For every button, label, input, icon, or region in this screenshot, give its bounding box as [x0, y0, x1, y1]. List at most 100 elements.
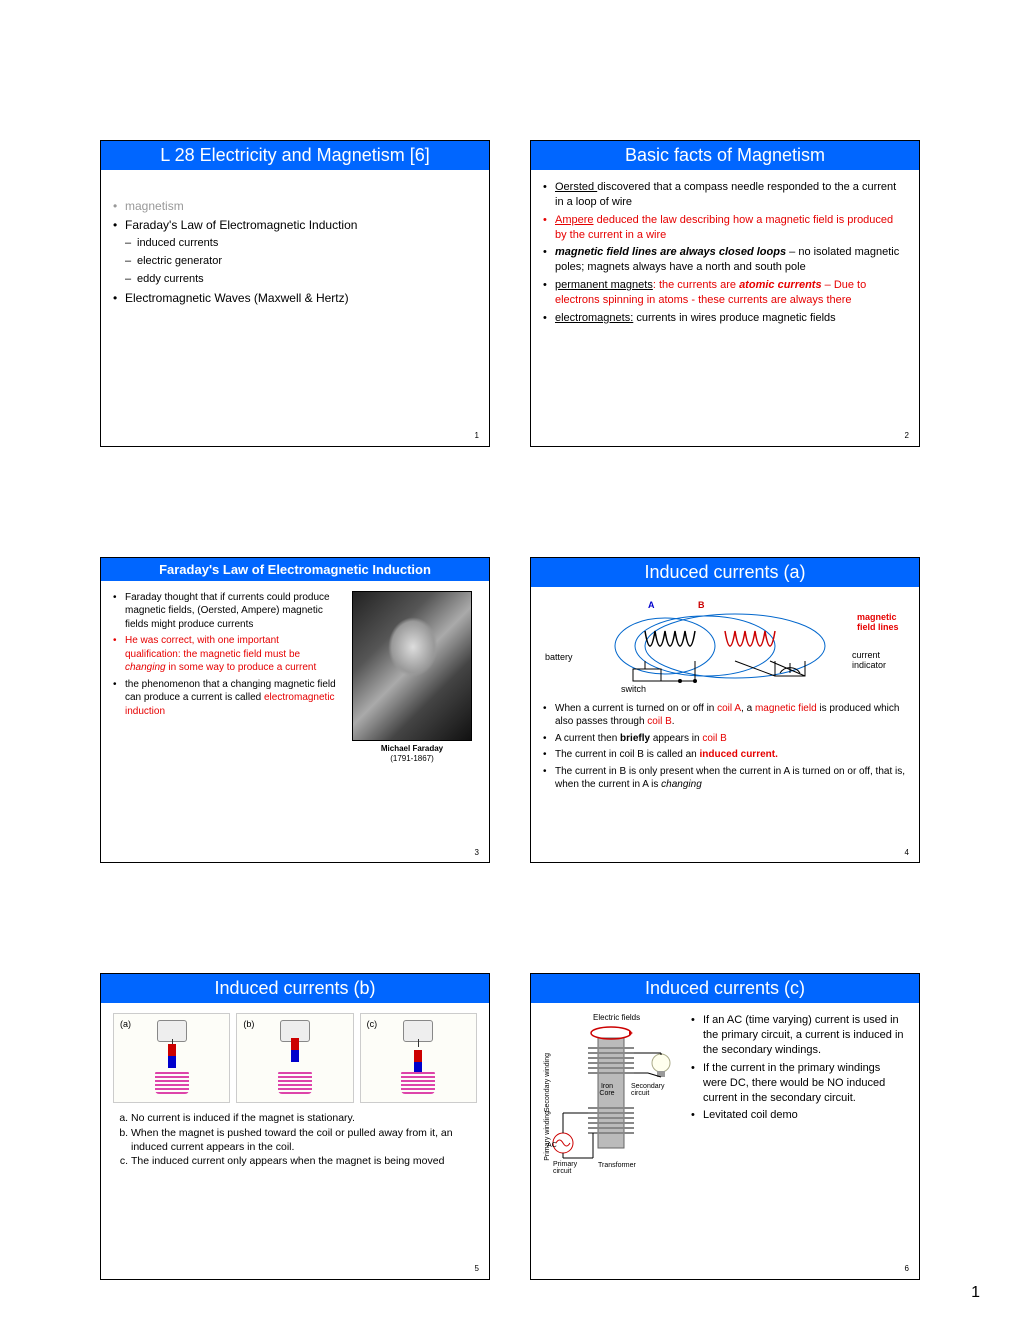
slide-number: 6	[905, 1264, 909, 1275]
panel-label: (c)	[367, 1018, 378, 1030]
label-bat: battery	[545, 651, 573, 663]
caption: Michael Faraday	[347, 744, 477, 755]
t: coil B	[702, 733, 726, 744]
slide-content: Electric fields Secondary winding Primar…	[531, 1003, 919, 1279]
magnet-icon	[291, 1038, 299, 1062]
t: permanent magnets	[555, 279, 653, 291]
coil-icon	[401, 1070, 435, 1094]
t: discovered that a compass needle respond…	[555, 181, 896, 208]
bullet: A current then briefly appears in coil B	[543, 732, 907, 746]
bullet: Electromagnetic Waves (Maxwell & Hertz)	[113, 290, 477, 306]
t: appears in	[650, 733, 702, 744]
t: , a	[741, 703, 755, 714]
label: Electric fields	[593, 1013, 640, 1024]
label-ind: current indicator	[852, 651, 897, 671]
transformer-figure: Electric fields Secondary winding Primar…	[543, 1013, 683, 1173]
slide-content: magnetism Faraday's Law of Electromagnet…	[101, 170, 489, 446]
slide-1: L 28 Electricity and Magnetism [6] magne…	[100, 140, 490, 447]
t: electromagnets:	[555, 312, 633, 324]
panel-c: (c)	[360, 1013, 477, 1103]
coil-icon	[155, 1070, 189, 1094]
page-number: 1	[971, 1284, 980, 1302]
bullet: Oersted discovered that a compass needle…	[543, 180, 907, 210]
slide-5: Induced currents (b) (a) (b) (c)	[100, 973, 490, 1280]
diagram-svg	[595, 601, 855, 691]
sub-bullet: induced currents	[125, 236, 477, 251]
t: induced current.	[700, 749, 778, 760]
bullet: the phenomenon that a changing magnetic …	[113, 678, 337, 719]
slide-4: Induced currents (a)	[530, 557, 920, 864]
label-mag: magnetic field lines	[857, 613, 907, 633]
slide-number: 1	[475, 431, 479, 442]
panel-label: (b)	[243, 1018, 254, 1030]
sub-bullet: eddy currents	[125, 272, 477, 287]
t: in some way to produce a current	[166, 662, 317, 673]
slide-grid: L 28 Electricity and Magnetism [6] magne…	[100, 140, 920, 1280]
label-a: A	[648, 599, 655, 611]
slide-title: Induced currents (c)	[531, 974, 919, 1003]
slide-content: (a) (b) (c) No	[101, 1003, 489, 1279]
t: atomic currents	[739, 279, 822, 291]
label-sw: switch	[621, 683, 646, 695]
t: changing	[661, 779, 702, 790]
t: Oersted	[555, 181, 597, 193]
slide-number: 4	[905, 848, 909, 859]
bullet: Faraday's Law of Electromagnetic Inducti…	[113, 217, 477, 287]
t: A current then	[555, 733, 620, 744]
slide-title: Induced currents (b)	[101, 974, 489, 1003]
t: deduced the law describing how a magneti…	[555, 214, 893, 241]
list-item: The induced current only appears when th…	[131, 1154, 477, 1168]
coil-icon	[278, 1070, 312, 1094]
t: coil A	[717, 703, 741, 714]
slide-title: L 28 Electricity and Magnetism [6]	[101, 141, 489, 170]
meter-icon	[157, 1020, 187, 1042]
t: The current in coil B is called an	[555, 749, 700, 760]
list-item: No current is induced if the magnet is s…	[131, 1111, 477, 1125]
slide-title: Basic facts of Magnetism	[531, 141, 919, 170]
bullet: Ampere deduced the law describing how a …	[543, 213, 907, 243]
slide-content: A B magnetic field lines battery switch …	[531, 587, 919, 863]
label: Secondary circuit	[631, 1083, 679, 1097]
label: Secondary winding	[543, 1053, 552, 1112]
t: magnetic field	[755, 703, 817, 714]
portrait-image	[352, 591, 472, 741]
t: When a current is turned on or off in	[555, 703, 717, 714]
bullet: Faraday thought that if currents could p…	[113, 591, 337, 632]
t: : the currents are	[653, 279, 739, 291]
t: briefly	[620, 733, 650, 744]
t: changing	[125, 662, 166, 673]
slide-number: 2	[905, 431, 909, 442]
bullet: If an AC (time varying) current is used …	[691, 1013, 907, 1058]
panel-label: (a)	[120, 1018, 131, 1030]
slide-content: Oersted discovered that a compass needle…	[531, 170, 919, 446]
label: Primary circuit	[553, 1161, 588, 1175]
bullet: magnetism	[113, 198, 477, 214]
bullet: magnetic field lines are always closed l…	[543, 245, 907, 275]
t: He was correct, with one important quali…	[125, 635, 300, 660]
bullet: permanent magnets: the currents are atom…	[543, 278, 907, 308]
t: currents in wires produce magnetic field…	[633, 312, 835, 324]
t: magnetic field lines are always closed l…	[555, 246, 786, 258]
bullet: He was correct, with one important quali…	[113, 634, 337, 675]
label-b: B	[698, 599, 705, 611]
bullet: The current in coil B is called an induc…	[543, 748, 907, 762]
coil-diagram: A B magnetic field lines battery switch …	[543, 601, 907, 696]
text: Faraday's Law of Electromagnetic Inducti…	[125, 218, 357, 232]
label: Primary winding	[543, 1111, 552, 1161]
bullet: If the current in the primary windings w…	[691, 1061, 907, 1106]
slide-3: Faraday's Law of Electromagnetic Inducti…	[100, 557, 490, 864]
slide-number: 3	[475, 848, 479, 859]
sub-bullet: electric generator	[125, 254, 477, 269]
t: coil B	[647, 716, 671, 727]
slide-title: Induced currents (a)	[531, 558, 919, 587]
label: Iron Core	[595, 1083, 619, 1097]
bullet: When a current is turned on or off in co…	[543, 702, 907, 729]
slide-title: Faraday's Law of Electromagnetic Inducti…	[101, 558, 489, 581]
panel-a: (a)	[113, 1013, 230, 1103]
slide-content: Faraday thought that if currents could p…	[101, 581, 489, 863]
slide-2: Basic facts of Magnetism Oersted discove…	[530, 140, 920, 447]
label: AC	[547, 1141, 557, 1150]
magnet-icon	[168, 1044, 176, 1068]
slide-6: Induced currents (c)	[530, 973, 920, 1280]
bullet: electromagnets: currents in wires produc…	[543, 311, 907, 326]
